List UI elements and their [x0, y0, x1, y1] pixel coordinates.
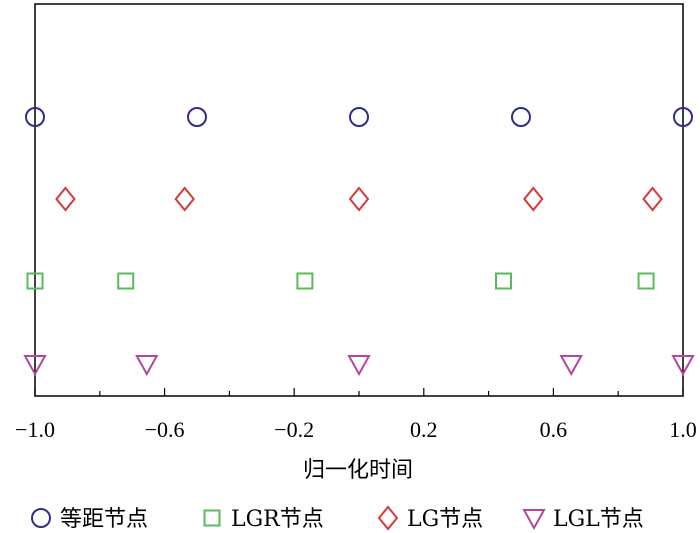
plot-frame: [34, 3, 684, 397]
legend: 等距节点 LGR节点 LG节点 LGL节点: [31, 505, 644, 532]
circle-point: [673, 107, 693, 127]
x-tick-label: −0.2: [274, 417, 314, 442]
square-point: [495, 272, 513, 290]
circle-legend-icon: [31, 508, 51, 528]
x-tick-label: −1.0: [15, 417, 55, 442]
square-point: [117, 272, 135, 290]
circle-point: [511, 107, 531, 127]
diamond-point: [642, 186, 663, 212]
diamond-point: [348, 186, 370, 212]
x-tick-label: 1.0: [669, 417, 697, 442]
square-point: [26, 272, 44, 290]
legend-label: 等距节点: [60, 507, 148, 532]
triangle-down-point: [347, 355, 371, 377]
circle-point: [187, 107, 207, 127]
diamond-legend-icon: [377, 505, 399, 531]
x-tick-label: 0.2: [410, 417, 438, 442]
series-square: [26, 272, 655, 290]
series-triangle-down: [23, 355, 695, 377]
legend-item: LGR节点: [203, 507, 324, 532]
legend-item: 等距节点: [31, 507, 148, 532]
triangle-down-point: [559, 355, 583, 377]
legend-label: LGR节点: [231, 507, 324, 532]
legend-label: LGL节点: [553, 507, 644, 532]
triangle-down-point: [135, 355, 159, 377]
diamond-point: [174, 186, 195, 212]
plot-border: [34, 3, 684, 397]
diamond-point: [523, 186, 544, 212]
square-legend-icon: [203, 509, 221, 527]
square-point: [637, 272, 655, 290]
series-diamond: [55, 186, 663, 212]
series-circle: [25, 107, 693, 127]
legend-item: LG节点: [377, 505, 483, 532]
circle-point: [25, 107, 45, 127]
data-marks: [23, 107, 695, 377]
triangle-down-point: [23, 355, 47, 377]
square-point: [296, 272, 314, 290]
legend-label: LG节点: [407, 507, 483, 532]
triangle-down-legend-icon: [522, 509, 546, 531]
x-tick-label: −0.6: [145, 417, 185, 442]
diamond-point: [55, 186, 76, 212]
triangle-down-point: [671, 355, 695, 377]
x-axis-label: 归一化时间: [303, 458, 413, 483]
x-tick-label: 0.6: [540, 417, 568, 442]
x-axis-ticks: −1.0 −0.6 −0.2 0.2 0.6 1.0: [15, 388, 697, 442]
circle-point: [349, 107, 369, 127]
legend-item: LGL节点: [522, 507, 644, 532]
